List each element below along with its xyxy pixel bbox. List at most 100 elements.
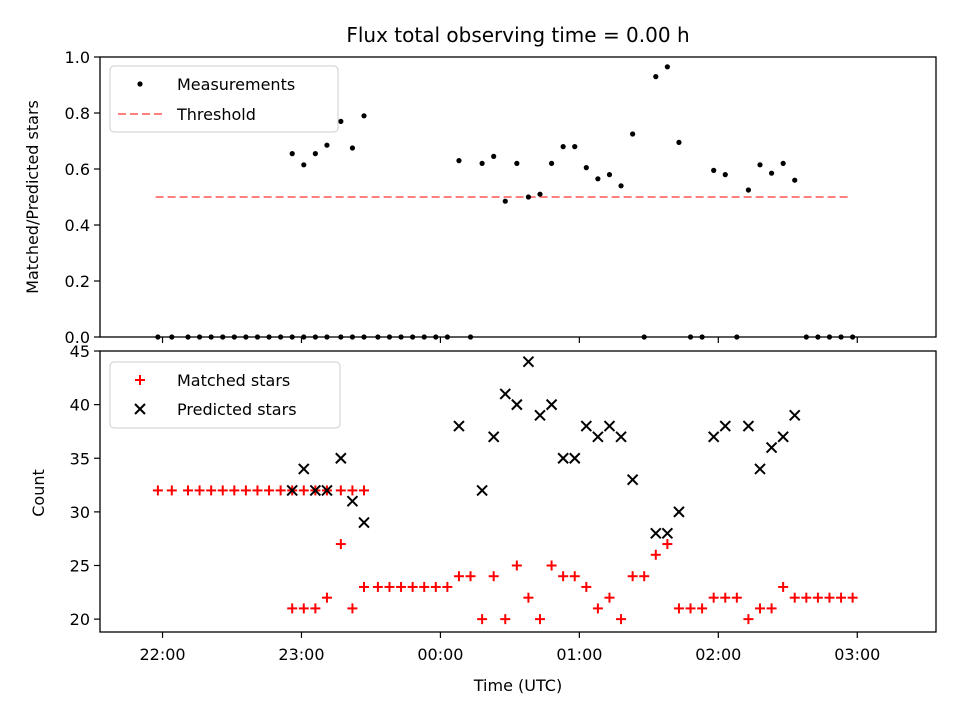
top-y-tick-label-5: 1.0 — [65, 48, 90, 67]
measurement-point-36 — [502, 198, 508, 204]
top-legend-box — [109, 65, 339, 133]
matched-star-point-47 — [627, 571, 638, 582]
matched-star-point-54 — [708, 592, 719, 603]
predicted-star-point-12 — [522, 356, 535, 368]
matched-star-point-59 — [766, 603, 777, 614]
matched-star-point-38 — [523, 592, 534, 603]
predicted-star-point-16 — [569, 452, 581, 464]
matched-star-point-4 — [206, 485, 217, 496]
matched-star-point-23 — [347, 603, 358, 614]
predicted-star-point-13 — [534, 409, 546, 422]
measurement-point-46 — [618, 183, 624, 189]
matched-star-point-65 — [836, 592, 847, 603]
top-y-tick-label-1: 0.2 — [65, 272, 90, 291]
predicted-star-point-29 — [765, 441, 778, 454]
measurement-point-53 — [745, 187, 752, 193]
predicted-star-point-26 — [719, 420, 731, 432]
measurement-point-18 — [289, 151, 295, 157]
top-y-tick-label-2: 0.4 — [65, 216, 90, 235]
measurement-point-41 — [560, 144, 566, 150]
matched-star-point-57 — [743, 614, 754, 625]
predicted-star-point-30 — [777, 431, 789, 443]
measurement-point-21 — [324, 142, 330, 148]
legend-matched-label: Matched stars — [177, 371, 290, 390]
bottom-y-tick-label-2: 30 — [70, 503, 90, 522]
top-y-axis-label: Matched/Predicted stars — [23, 100, 42, 294]
legend-predicted-marker — [134, 403, 146, 415]
chart-title: Flux total observing time = 0.00 h — [346, 23, 689, 47]
matched-star-point-49 — [650, 549, 661, 560]
matched-star-point-66 — [847, 592, 858, 603]
predicted-star-point-27 — [742, 420, 755, 432]
matched-star-point-61 — [789, 592, 800, 603]
bottom-y-tick-label-3: 35 — [70, 449, 90, 468]
bottom-axes-frame — [99, 350, 937, 633]
predicted-star-point-0 — [286, 484, 298, 497]
matched-star-point-51 — [673, 603, 684, 614]
matched-star-point-16 — [347, 485, 358, 496]
bottom-legend-box — [109, 361, 341, 429]
predicted-star-point-31 — [789, 409, 801, 422]
matched-star-point-17 — [359, 485, 369, 496]
predicted-star-point-15 — [557, 452, 569, 464]
matched-star-point-50 — [662, 539, 673, 550]
predicted-star-point-9 — [487, 431, 500, 443]
matched-star-point-56 — [731, 592, 742, 603]
matched-star-point-41 — [558, 571, 569, 582]
matched-star-point-25 — [372, 581, 383, 592]
matched-star-point-22 — [335, 539, 346, 550]
x-tick-label-3: 01:00 — [556, 645, 602, 664]
matched-star-point-64 — [824, 592, 835, 603]
matched-star-point-24 — [359, 581, 369, 592]
measurement-point-47 — [630, 131, 636, 137]
matched-star-point-35 — [488, 571, 499, 582]
top-y-ticks: 0.0 0.2 0.4 0.6 0.8 1.0 — [65, 48, 100, 347]
measurement-point-33 — [456, 158, 462, 164]
matched-star-point-10 — [275, 485, 286, 496]
x-axis-label: Time (UTC) — [473, 676, 562, 695]
matched-star-point-44 — [592, 603, 603, 614]
matched-star-point-40 — [546, 560, 557, 571]
measurement-point-42 — [572, 144, 578, 150]
predicted-star-point-18 — [592, 431, 604, 443]
measurement-point-57 — [792, 177, 798, 183]
matched-star-point-39 — [535, 614, 545, 625]
matched-star-point-32 — [453, 571, 464, 582]
matched-star-point-12 — [298, 485, 309, 496]
x-tick-label-4: 02:00 — [695, 645, 741, 664]
measurement-point-23 — [349, 145, 356, 151]
matched-star-point-46 — [616, 614, 627, 625]
predicted-star-point-28 — [754, 463, 766, 475]
predicted-star-point-2 — [309, 484, 322, 497]
measurement-point-24 — [361, 113, 367, 119]
matched-star-point-31 — [442, 581, 453, 592]
measurement-point-38 — [525, 194, 532, 200]
predicted-star-point-21 — [626, 473, 639, 486]
predicted-star-point-23 — [661, 527, 674, 540]
legend-measurements-marker — [137, 81, 143, 87]
matched-star-point-9 — [264, 485, 275, 496]
legend-predicted-label: Predicted stars — [177, 400, 297, 419]
predicted-star-point-20 — [615, 431, 627, 443]
matched-star-point-6 — [229, 485, 240, 496]
x-tick-label-2: 00:00 — [417, 645, 463, 664]
bottom-y-tick-label-4: 40 — [70, 396, 90, 415]
top-axes-frame — [99, 56, 937, 338]
measurement-point-20 — [312, 151, 318, 157]
predicted-star-point-4 — [335, 452, 347, 464]
measurement-point-52 — [722, 172, 728, 178]
bottom-y-axis-label: Count — [29, 469, 48, 517]
measurement-point-55 — [768, 170, 775, 176]
matched-star-point-29 — [419, 581, 430, 592]
top-legend: Measurements Threshold — [109, 65, 339, 133]
measurement-point-45 — [606, 172, 613, 178]
matched-star-point-43 — [581, 581, 592, 592]
measurement-point-48 — [653, 74, 659, 80]
matched-star-point-58 — [755, 603, 765, 614]
matched-star-point-1 — [166, 485, 177, 496]
matched-star-point-15 — [335, 485, 346, 496]
legend-threshold-label: Threshold — [176, 105, 256, 124]
matched-star-point-7 — [240, 485, 251, 496]
bottom-plot-marks — [152, 356, 858, 625]
matched-star-point-48 — [639, 571, 650, 582]
